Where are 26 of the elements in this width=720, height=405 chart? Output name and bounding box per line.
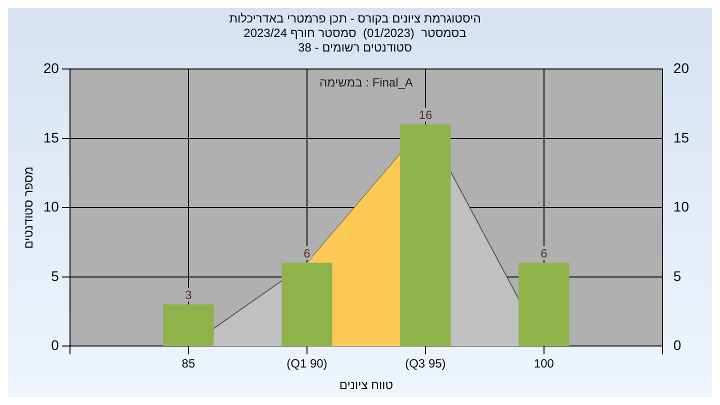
data-label: 6: [540, 246, 548, 260]
x-axis-title: טווח ציונים: [339, 378, 394, 392]
annotation: במשימה : Final_A: [319, 76, 413, 90]
bar: [282, 262, 332, 346]
chart-title: היסטוגרמת ציונים בקורס - תכן פרמטרי באדריכלות: [229, 12, 481, 26]
y-tick-label: 20: [43, 60, 60, 76]
data-label: 3: [185, 288, 192, 302]
chart-subtitle: בסמסטר (01/2023) סמסטר חורף 2023/24 סטודנטים רשומים - 38: [244, 26, 466, 54]
y-tick-label: 0: [51, 337, 60, 354]
y2-tick-label: 10: [673, 198, 690, 215]
x-tick-label: (Q1 90): [286, 356, 328, 371]
bar: [518, 262, 570, 346]
y-tick-label: 15: [43, 129, 60, 146]
y2-tick-label: 15: [673, 129, 690, 146]
x-tick-label: 85: [182, 356, 196, 371]
x-tick-label: 100: [534, 356, 554, 371]
y2-tick-label: 5: [673, 268, 682, 284]
y-tick-label: 5: [51, 268, 60, 284]
data-label: 16: [418, 108, 432, 122]
bar: [163, 304, 214, 346]
y-axis-title: מספר סטודנטים: [22, 166, 36, 249]
y2-tick-label: 0: [673, 337, 682, 354]
y-tick-label: 10: [43, 198, 60, 215]
y2-tick-label: 20: [673, 60, 690, 76]
x-tick-label: (Q3 95): [405, 356, 446, 371]
data-label: 6: [304, 246, 311, 260]
